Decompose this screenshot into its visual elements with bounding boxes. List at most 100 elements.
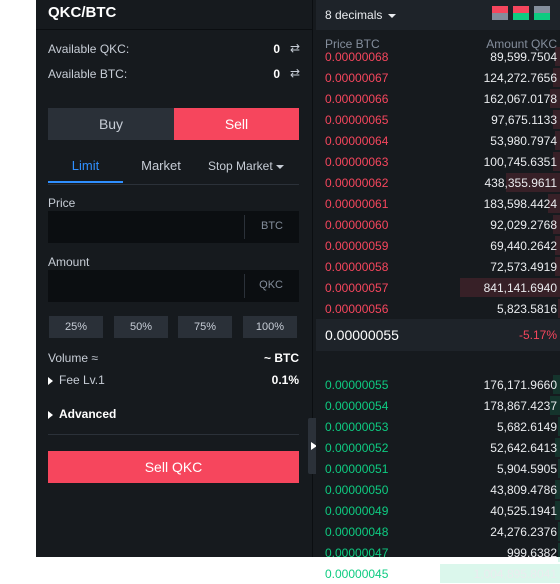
bid-row[interactable]: 0.00000049 40,525.1941 [316, 500, 560, 521]
divider [36, 29, 312, 30]
ask-row[interactable]: 0.00000067 124,272.7656 [316, 67, 560, 88]
chevron-down-icon [275, 164, 284, 169]
order-entry-panel: QKC/BTC Available QKC: 0 ⇄ Available BTC… [36, 0, 313, 557]
ask-depth-bar [550, 89, 560, 108]
volume-row: Volume ≈ ~ BTC [48, 351, 299, 367]
bid-price: 0.00000047 [325, 546, 389, 560]
ask-row[interactable]: 0.00000056 5,823.5816 [316, 298, 560, 319]
bid-price: 0.00000053 [325, 420, 389, 434]
ask-row[interactable]: 0.00000059 69,440.2642 [316, 235, 560, 256]
ask-price: 0.00000059 [325, 239, 389, 253]
price-field: BTC [48, 211, 299, 243]
sell-tab[interactable]: Sell [174, 108, 299, 140]
ask-amount: 841,141.6940 [483, 281, 557, 295]
transfer-icon[interactable]: ⇄ [289, 41, 300, 55]
decimals-select[interactable]: 8 decimals [325, 8, 397, 22]
percent-75-button[interactable]: 75% [178, 316, 232, 338]
bid-depth-bar [555, 480, 560, 499]
tab-stop-market-label: Stop Market [208, 159, 273, 173]
bid-depth-bar [558, 522, 560, 541]
view-split-icon[interactable] [513, 6, 529, 20]
bid-row[interactable]: 0.00000055 176,171.9660 [316, 374, 560, 395]
ask-price: 0.00000058 [325, 260, 389, 274]
ask-depth-bar [555, 236, 560, 255]
ask-row[interactable]: 0.00000057 841,141.6940 [316, 277, 560, 298]
view-bids-icon[interactable] [534, 6, 550, 20]
bid-row[interactable]: 0.00000047 999.6382 [316, 542, 560, 563]
trading-page: QKC/BTC Available QKC: 0 ⇄ Available BTC… [36, 0, 560, 583]
price-label: Price [48, 196, 76, 210]
bid-amount: 178,867.4237 [483, 399, 557, 413]
ask-row[interactable]: 0.00000068 89,599.7504 [316, 46, 560, 67]
bid-depth-bar [550, 396, 560, 415]
amount-input[interactable] [48, 270, 254, 302]
bid-row[interactable]: 0.00000050 43,809.4786 [316, 479, 560, 500]
chevron-down-icon [388, 13, 397, 18]
percent-50-button[interactable]: 50% [114, 316, 168, 338]
ask-amount: 438,355.9611 [484, 176, 557, 190]
price-input[interactable] [48, 211, 254, 243]
tab-limit[interactable]: Limit [71, 158, 100, 173]
ask-price: 0.00000064 [325, 134, 389, 148]
ask-price: 0.00000067 [325, 71, 389, 85]
bid-row[interactable]: 0.00000045 1,004,895.8041 [316, 563, 560, 584]
ask-row[interactable]: 0.00000065 97,675.1133 [316, 109, 560, 130]
bid-row[interactable]: 0.00000052 52,642.6413 [316, 437, 560, 458]
bid-row[interactable]: 0.00000048 24,276.2376 [316, 521, 560, 542]
ask-row[interactable]: 0.00000064 53,980.7974 [316, 130, 560, 151]
tab-market[interactable]: Market [141, 158, 181, 173]
ask-amount: 5,823.5816 [496, 302, 557, 316]
ask-depth-bar [553, 152, 560, 171]
ask-depth-bar [460, 278, 560, 297]
price-unit: BTC [261, 220, 283, 232]
percent-25-button[interactable]: 25% [49, 316, 103, 338]
order-book-header: 8 decimals [316, 0, 560, 30]
volume-label: Volume ≈ [48, 351, 98, 365]
bid-price: 0.00000048 [325, 525, 389, 539]
volume-value: ~ BTC [263, 351, 299, 365]
buy-tab[interactable]: Buy [48, 108, 174, 140]
side-tabs: Buy Sell [48, 108, 299, 140]
ask-depth-bar [553, 68, 560, 87]
bid-price: 0.00000049 [325, 504, 389, 518]
ask-amount: 72,573.4919 [490, 260, 557, 274]
ask-price: 0.00000060 [325, 218, 389, 232]
ask-row[interactable]: 0.00000062 438,355.9611 [316, 172, 560, 193]
ask-depth-bar [558, 299, 560, 318]
bid-amount: 5,682.6149 [496, 420, 557, 434]
bid-row[interactable]: 0.00000051 5,904.5905 [316, 458, 560, 479]
price-column-header: Price BTC [325, 37, 380, 51]
ask-row[interactable]: 0.00000066 162,067.0178 [316, 88, 560, 109]
ask-price: 0.00000068 [325, 50, 389, 64]
ask-depth-bar [555, 47, 560, 66]
bid-price: 0.00000045 [325, 567, 389, 581]
ask-row[interactable]: 0.00000058 72,573.4919 [316, 256, 560, 277]
price-change: -5.17% [518, 328, 557, 342]
bid-row[interactable]: 0.00000054 178,867.4237 [316, 395, 560, 416]
ask-row[interactable]: 0.00000063 100,745.6351 [316, 151, 560, 172]
tab-stop-market[interactable]: Stop Market [208, 159, 284, 173]
bid-amount: 999.6382 [506, 546, 557, 560]
advanced-toggle[interactable]: Advanced [48, 407, 299, 423]
bid-price: 0.00000054 [325, 399, 389, 413]
percent-100-button[interactable]: 100% [243, 316, 297, 338]
last-price-row: 0.00000055 -5.17% [316, 319, 560, 351]
sell-submit-button[interactable]: Sell QKC [48, 451, 299, 483]
ask-depth-bar [506, 173, 560, 192]
transfer-icon[interactable]: ⇄ [289, 66, 300, 80]
fee-row[interactable]: Fee Lv.1 0.1% [48, 373, 299, 389]
bid-row[interactable]: 0.00000053 5,682.6149 [316, 416, 560, 437]
ask-amount: 124,272.7656 [483, 71, 557, 85]
fee-value: 0.1% [271, 373, 299, 387]
bid-depth-bar [555, 501, 560, 520]
ask-amount: 89,599.7504 [490, 50, 557, 64]
amount-label: Amount [48, 255, 90, 269]
view-both-icon[interactable] [492, 6, 508, 20]
bid-depth-bar [558, 459, 560, 478]
ask-amount: 97,675.1133 [491, 113, 557, 127]
expand-arrow-icon [48, 410, 53, 419]
ask-price: 0.00000062 [325, 176, 389, 190]
ask-row[interactable]: 0.00000061 183,598.4424 [316, 193, 560, 214]
ask-row[interactable]: 0.00000060 92,029.2768 [316, 214, 560, 235]
ask-amount: 162,067.0178 [483, 92, 557, 106]
